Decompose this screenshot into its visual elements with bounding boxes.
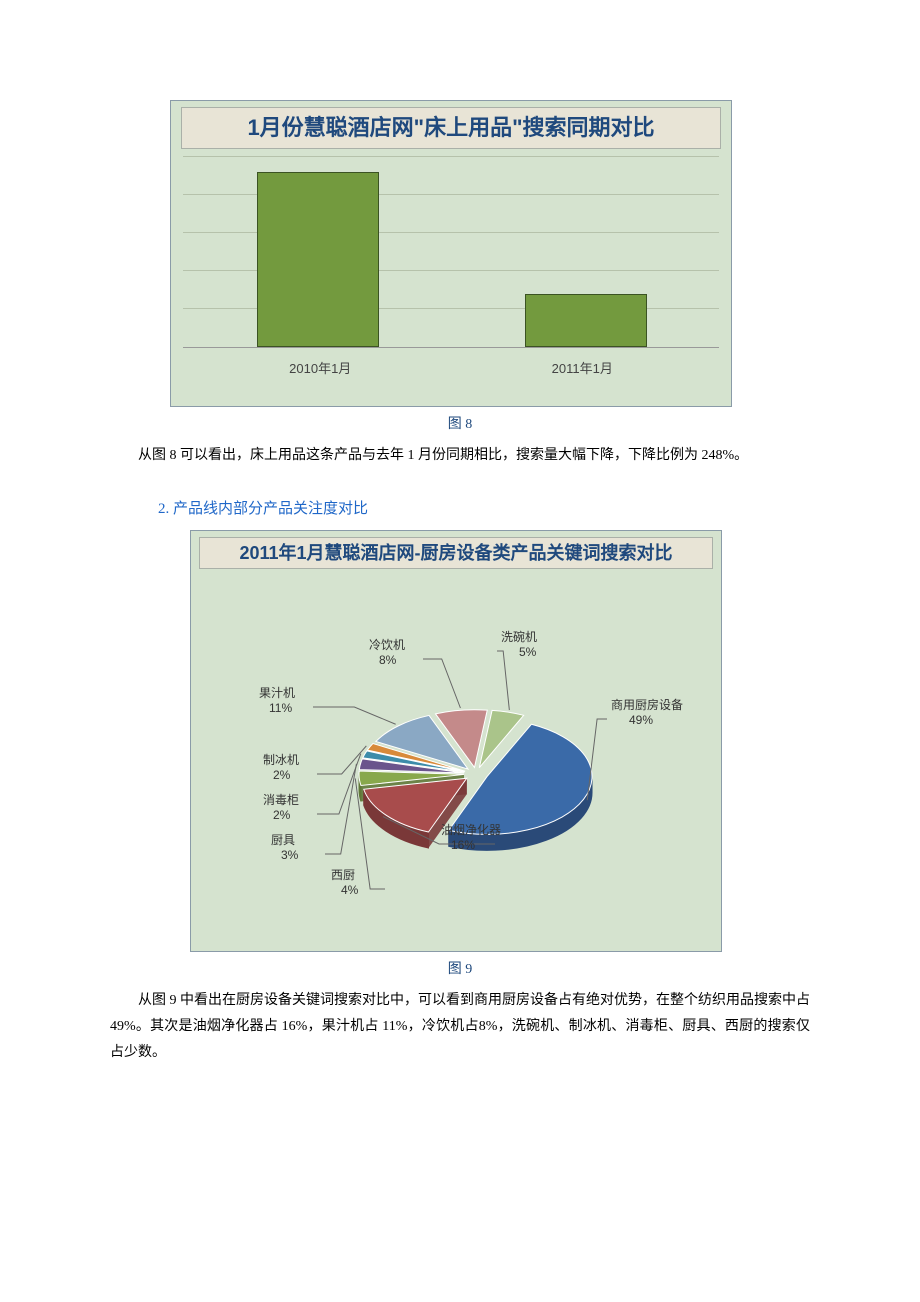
figure-caption-8: 图 8: [110, 413, 810, 433]
chart2-title-box: 2011年1月慧聪酒店网-厨房设备类产品关键词搜索对比: [199, 537, 713, 570]
pie-pct-西厨: 4%: [341, 883, 359, 897]
figure-caption-9: 图 9: [110, 958, 810, 978]
document-page: 1月份慧聪酒店网"床上用品"搜索同期对比 2010年1月 2011年1月 图 8…: [0, 0, 920, 1126]
chart1-xlabel-0: 2010年1月: [289, 358, 351, 377]
pie-label-洗碗机: 洗碗机: [501, 629, 537, 644]
pie-label-制冰机: 制冰机: [263, 753, 299, 767]
paragraph-after-fig9: 从图 9 中看出在厨房设备关键词搜索对比中，可以看到商用厨房设备占有绝对优势，在…: [110, 988, 810, 1066]
chart1-title: 1月份慧聪酒店网"床上用品"搜索同期对比: [190, 114, 712, 142]
pie-pct-冷饮机: 8%: [379, 653, 397, 667]
chart1-xaxis-labels: 2010年1月 2011年1月: [171, 354, 731, 385]
section-heading-2: 2. 产品线内部分产品关注度对比: [158, 497, 810, 518]
chart1-plot: [183, 157, 719, 348]
paragraph-after-fig8: 从图 8 可以看出，床上用品这条产品与去年 1 月份同期相比，搜索量大幅下降，下…: [110, 443, 810, 469]
chart2-title: 2011年1月慧聪酒店网-厨房设备类产品关键词搜索对比: [206, 542, 706, 565]
chart1-xlabel-1: 2011年1月: [552, 358, 613, 377]
chart1-frame: 1月份慧聪酒店网"床上用品"搜索同期对比 2010年1月 2011年1月: [170, 100, 732, 407]
pie-label-商用厨房设备: 商用厨房设备: [611, 697, 683, 712]
pie-label-果汁机: 果汁机: [259, 686, 295, 700]
chart1-bar-0: [257, 172, 379, 347]
pie-pct-洗碗机: 5%: [519, 645, 537, 659]
pie-label-西厨: 西厨: [331, 868, 355, 882]
chart1-title-box: 1月份慧聪酒店网"床上用品"搜索同期对比: [181, 107, 721, 149]
chart2-pie: 商用厨房设备49%油烟净化器16%西厨4%厨具3%消毒柜2%制冰机2%果汁机11…: [191, 569, 721, 929]
pie-label-冷饮机: 冷饮机: [369, 638, 405, 652]
chart2-frame: 2011年1月慧聪酒店网-厨房设备类产品关键词搜索对比 商用厨房设备49% 油烟净…: [190, 530, 722, 952]
pie-pct-果汁机: 11%: [269, 701, 292, 715]
pie-label-消毒柜: 消毒柜: [263, 793, 299, 807]
pie-label-厨具: 厨具: [271, 833, 295, 847]
chart1-bar-1: [525, 294, 647, 346]
pie-pct-商用厨房设备: 49%: [629, 713, 653, 727]
pie-pct-油烟净化器: 16%: [451, 838, 475, 852]
pie-label-油烟净化器: 油烟净化器: [441, 823, 501, 837]
pie-pct-制冰机: 2%: [273, 768, 291, 782]
pie-pct-消毒柜: 2%: [273, 808, 291, 822]
pie-pct-厨具: 3%: [281, 848, 299, 862]
